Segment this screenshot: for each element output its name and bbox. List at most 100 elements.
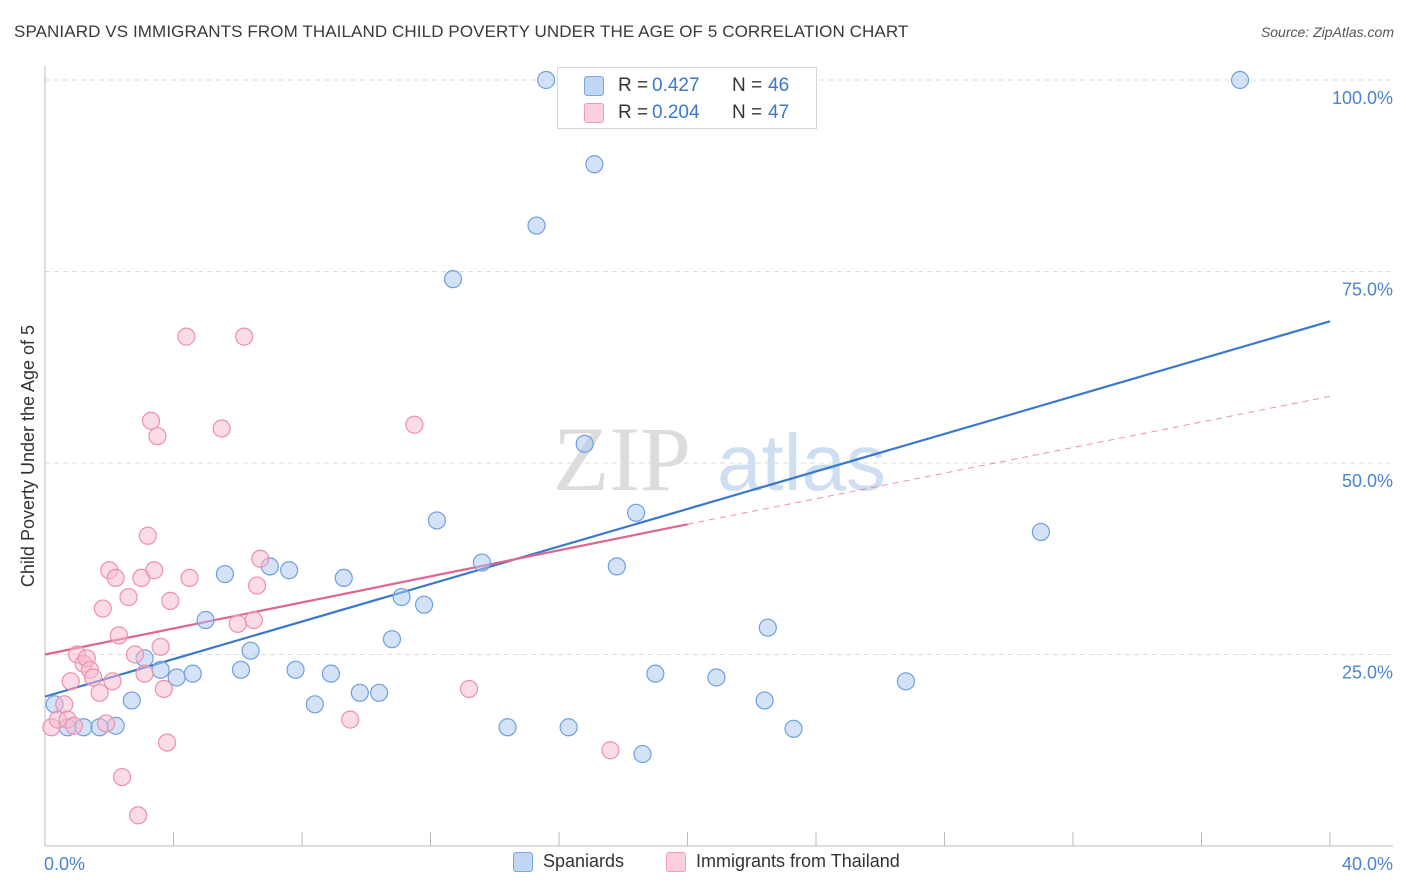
point-thailand (228, 614, 247, 633)
point-spaniards (370, 683, 389, 702)
x-tick-label: 0.0% (44, 854, 85, 874)
point-spaniards (1031, 522, 1050, 542)
legend-n-label: N = (732, 102, 763, 123)
point-spaniards (896, 672, 916, 691)
point-spaniards (334, 568, 353, 588)
legend-label-spaniards: Spaniards (543, 851, 625, 871)
point-spaniards (196, 610, 215, 630)
point-thailand (341, 710, 360, 729)
data-points (42, 70, 1250, 825)
point-thailand (96, 714, 116, 733)
legend-item-thailand: Immigrants from Thailand (666, 851, 900, 872)
legend-swatch-thailand (666, 851, 686, 872)
legend-swatch-spaniards (513, 851, 533, 872)
series-legend: Spaniards Immigrants from Thailand (0, 851, 1406, 879)
y-tick-label: 75.0% (1342, 280, 1393, 300)
point-spaniards (231, 660, 251, 679)
point-spaniards (350, 683, 369, 702)
point-spaniards (559, 718, 578, 737)
legend-r-value: 0.427 (652, 75, 700, 96)
legend-n-value: 47 (768, 102, 790, 123)
point-spaniards (122, 691, 141, 710)
point-spaniards (286, 660, 305, 679)
point-spaniards (607, 557, 626, 576)
point-spaniards (755, 691, 774, 710)
point-spaniards (758, 618, 777, 637)
y-tick-label: 50.0% (1342, 471, 1393, 491)
point-thailand (138, 526, 157, 545)
trend-lines (44, 320, 1331, 698)
point-thailand (135, 664, 154, 683)
point-thailand (55, 695, 74, 714)
point-thailand (103, 672, 122, 691)
point-spaniards (633, 744, 652, 764)
legend-r-value: 0.204 (652, 102, 700, 123)
legend-n-value: 46 (768, 75, 790, 96)
axes (44, 66, 1393, 847)
point-spaniards (646, 664, 665, 683)
point-thailand (64, 716, 84, 735)
y-axis-label: Child Poverty Under the Age of 5 (18, 325, 38, 587)
point-spaniards (784, 719, 803, 738)
point-spaniards (498, 718, 517, 737)
point-thailand (244, 610, 263, 630)
point-thailand (90, 683, 109, 702)
point-spaniards (707, 668, 726, 687)
y-tick-label: 25.0% (1342, 663, 1393, 683)
point-spaniards (414, 595, 434, 614)
point-spaniards (183, 664, 202, 683)
point-spaniards (280, 561, 299, 580)
point-spaniards (321, 664, 341, 683)
point-thailand (247, 576, 267, 595)
point-thailand (141, 411, 161, 430)
point-thailand (212, 419, 231, 438)
point-spaniards (215, 564, 234, 584)
point-thailand (405, 415, 424, 434)
gridlines (45, 79, 1393, 655)
correlation-legend: R = 0.427 N = 46 R = 0.204 N = 47 (557, 67, 817, 129)
point-spaniards (382, 630, 402, 649)
trendline-spaniards (44, 320, 1331, 698)
legend-r-label: R = (618, 75, 649, 96)
chart-title: SPANIARD VS IMMIGRANTS FROM THAILAND CHI… (14, 22, 909, 41)
point-thailand (125, 645, 145, 664)
legend-swatch-spaniards (584, 76, 604, 96)
legend-item-spaniards: Spaniards (513, 851, 624, 872)
point-thailand (106, 568, 125, 588)
point-spaniards (1230, 70, 1250, 90)
point-thailand (93, 599, 112, 618)
point-spaniards (241, 641, 260, 660)
point-spaniards (575, 434, 594, 453)
point-thailand (251, 549, 270, 568)
y-tick-label: 100.0% (1332, 88, 1393, 108)
point-spaniards (305, 695, 324, 714)
point-thailand (601, 741, 620, 760)
point-thailand (177, 327, 196, 346)
point-spaniards (427, 511, 447, 530)
point-thailand (154, 679, 173, 699)
legend-label-thailand: Immigrants from Thailand (696, 851, 900, 871)
point-spaniards (527, 216, 546, 235)
point-spaniards (472, 553, 491, 572)
point-thailand (61, 672, 80, 691)
point-spaniards (443, 270, 463, 289)
watermark-zip: ZIP (553, 408, 691, 510)
point-thailand (145, 561, 164, 580)
point-thailand (84, 668, 103, 687)
point-spaniards (626, 503, 646, 522)
point-thailand (151, 637, 170, 656)
point-thailand (129, 806, 148, 825)
legend-r-label: R = (618, 102, 649, 123)
point-thailand (235, 327, 254, 346)
point-thailand (119, 587, 138, 607)
point-spaniards (537, 70, 556, 90)
point-thailand (112, 767, 132, 787)
point-thailand (459, 679, 479, 699)
point-thailand (161, 591, 180, 610)
point-spaniards (392, 587, 411, 607)
point-thailand (148, 427, 167, 446)
point-spaniards (151, 660, 170, 679)
point-thailand (157, 733, 177, 752)
tick-labels: 25.0% 50.0% 75.0% 100.0% 0.0% 40.0% (44, 88, 1393, 874)
